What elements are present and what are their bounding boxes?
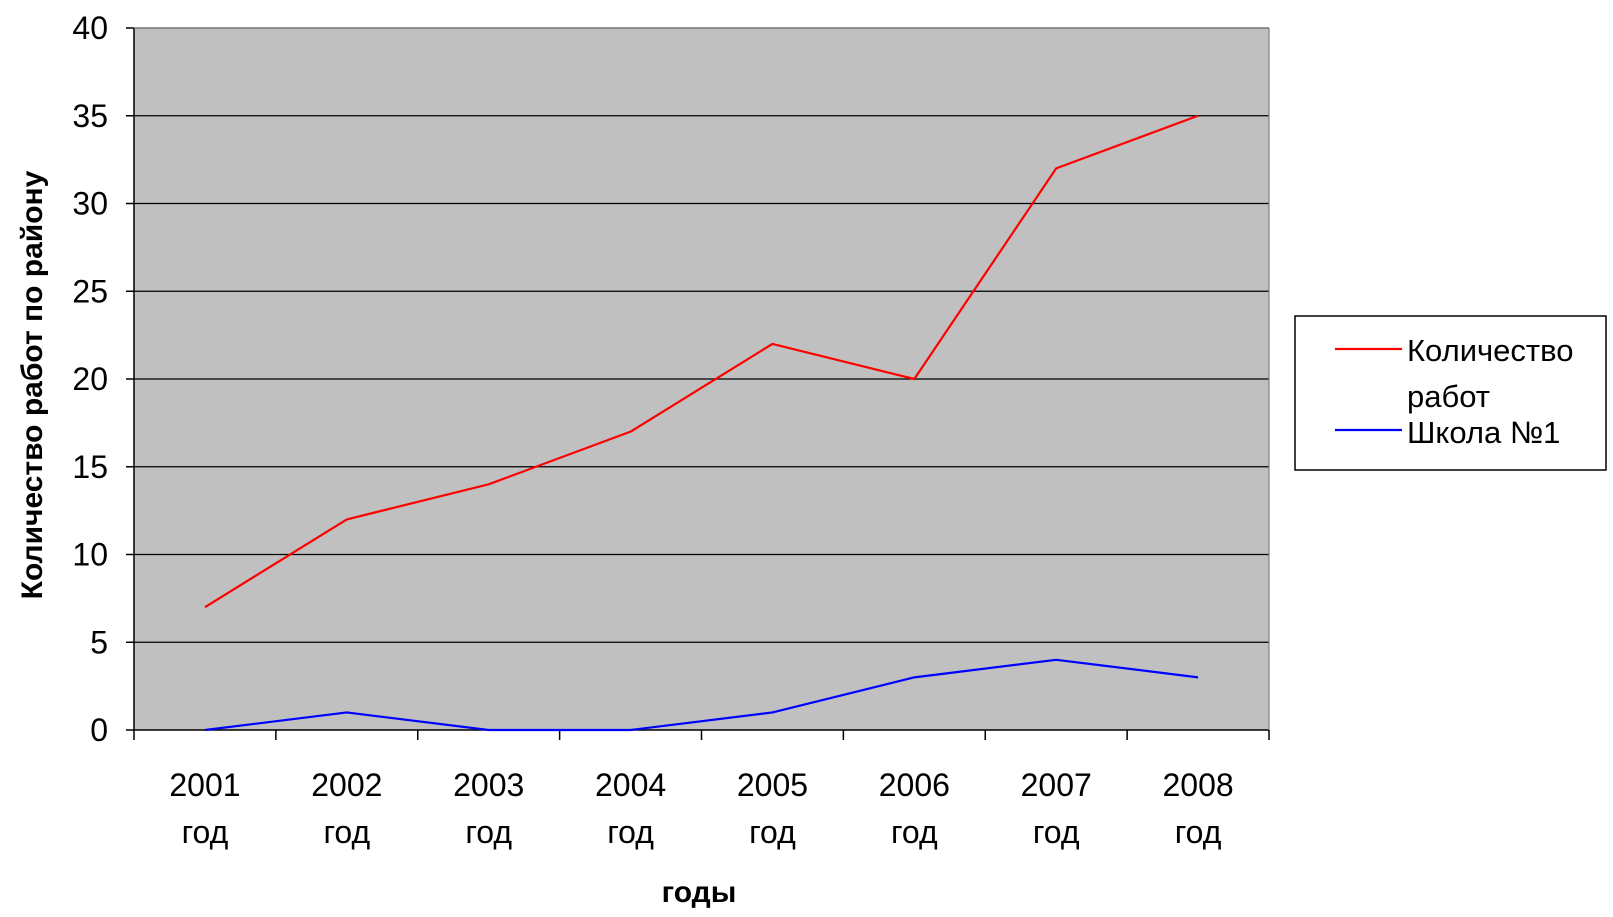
x-axis-title: годы bbox=[662, 876, 737, 909]
y-axis-title: Количество работ по району bbox=[16, 170, 49, 599]
x-tick-label: 2002 год bbox=[311, 767, 382, 850]
y-tick-label: 20 bbox=[72, 361, 108, 397]
x-tick-label: 2006 год bbox=[879, 767, 950, 850]
x-tick-label: 2003 год bbox=[453, 767, 524, 850]
x-tick-labels: 2001 год 2002 год 2003 год 2004 год 2005 год 2006 г… bbox=[169, 767, 1233, 850]
y-tick-labels: 0 5 10 15 20 25 30 35 40 bbox=[72, 10, 108, 748]
y-tick-label: 5 bbox=[90, 624, 108, 660]
y-tick-label: 40 bbox=[72, 10, 108, 46]
series-line-1 bbox=[204, 114, 1199, 609]
legend-label-1: Количество работ bbox=[1407, 333, 1573, 414]
y-tick-label: 25 bbox=[72, 273, 108, 309]
legend-label-2: Школа №1 bbox=[1407, 415, 1560, 450]
series-lines bbox=[204, 114, 1199, 732]
legend-box bbox=[1294, 315, 1607, 471]
x-tick-label: 2004 год bbox=[595, 767, 666, 850]
x-tick-label: 2001 год bbox=[169, 767, 240, 850]
x-tick-label: 2007 год bbox=[1021, 767, 1092, 850]
y-tick-label: 0 bbox=[90, 712, 108, 748]
y-tick-label: 15 bbox=[72, 449, 108, 485]
series-line-2 bbox=[204, 658, 1199, 732]
y-tick-label: 10 bbox=[72, 537, 108, 573]
y-tick-label: 30 bbox=[72, 186, 108, 222]
axes bbox=[126, 27, 1270, 740]
y-tick-label: 35 bbox=[72, 98, 108, 134]
x-tick-label: 2005 год bbox=[737, 767, 808, 850]
x-tick-label: 2008 год bbox=[1162, 767, 1233, 850]
